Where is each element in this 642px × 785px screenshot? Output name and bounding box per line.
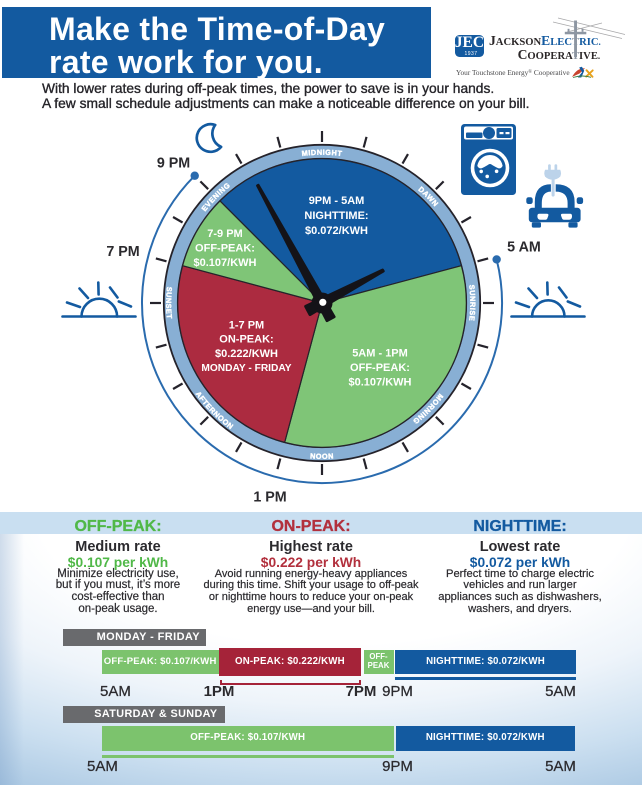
svg-text:ON-PEAK:: ON-PEAK: — [219, 334, 273, 346]
svg-text:9PM - 5AM: 9PM - 5AM — [309, 195, 365, 207]
svg-text:1 PM: 1 PM — [253, 490, 286, 506]
svg-text:5 AM: 5 AM — [507, 240, 541, 256]
svg-text:7 PM: 7 PM — [106, 244, 139, 260]
svg-text:$0.107/KWH: $0.107/KWH — [349, 377, 412, 389]
svg-text:$0.222/KWH: $0.222/KWH — [215, 348, 278, 360]
svg-text:OFF-PEAK:: OFF-PEAK: — [350, 362, 410, 374]
svg-text:1-7 PM: 1-7 PM — [229, 320, 264, 332]
svg-text:MIDNIGHT: MIDNIGHT — [301, 148, 343, 158]
svg-text:$0.072/KWH: $0.072/KWH — [305, 225, 368, 237]
svg-text:7-9 PM: 7-9 PM — [207, 228, 242, 240]
svg-text:NIGHTTIME:: NIGHTTIME: — [304, 210, 368, 222]
svg-text:9 PM: 9 PM — [157, 156, 190, 172]
svg-text:5AM - 1PM: 5AM - 1PM — [352, 348, 408, 360]
svg-text:NOON: NOON — [310, 451, 334, 460]
svg-text:SUNRISE: SUNRISE — [467, 284, 477, 321]
svg-text:SUNSET: SUNSET — [164, 287, 174, 320]
svg-text:$0.107/KWH: $0.107/KWH — [194, 257, 257, 269]
svg-text:MONDAY - FRIDAY: MONDAY - FRIDAY — [201, 363, 291, 374]
svg-text:OFF-PEAK:: OFF-PEAK: — [195, 243, 255, 255]
